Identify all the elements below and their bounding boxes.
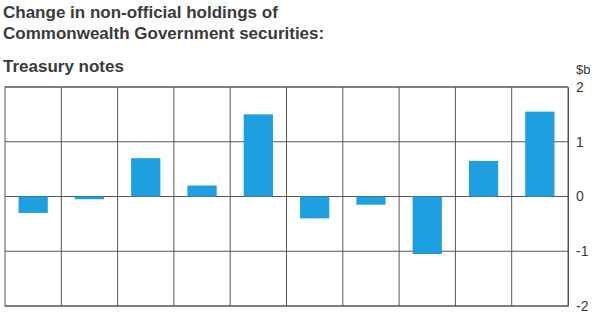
bar (131, 158, 160, 196)
y-tick: -1 (568, 243, 589, 259)
bar (525, 112, 554, 197)
y-tick-label: 1 (576, 134, 584, 150)
bar (300, 197, 329, 219)
column-divider (61, 87, 62, 306)
column-divider (511, 87, 512, 306)
column-divider (230, 87, 231, 306)
y-tick-label: 0 (576, 188, 584, 204)
y-axis-line (568, 88, 569, 307)
bar (244, 114, 273, 196)
column-divider (342, 87, 343, 306)
bar (469, 161, 498, 197)
y-tick: 0 (568, 188, 584, 204)
column-divider (117, 87, 118, 306)
y-axis-title: $b (576, 62, 590, 77)
y-tick-label: 2 (576, 79, 584, 95)
y-axis: -2 -1 0 1 2 (568, 79, 589, 314)
bar (187, 186, 216, 197)
y-tick: -2 (568, 298, 589, 314)
column-divider (399, 87, 400, 306)
column-divider (455, 87, 456, 306)
column-divider (286, 87, 287, 306)
y-tick: 1 (568, 134, 584, 150)
grid (5, 87, 568, 306)
y-tick: 2 (568, 79, 584, 95)
title: Change in non-official holdings ofCommon… (3, 3, 324, 43)
plot-frame (5, 87, 568, 306)
column-divider (173, 87, 174, 306)
bars (19, 112, 555, 254)
bar (356, 197, 385, 205)
chart: Change in non-official holdings ofCommon… (0, 0, 600, 314)
bar (75, 197, 104, 200)
bar (413, 197, 442, 254)
y-tick-label: -1 (576, 243, 589, 259)
subtitle: Treasury notes (3, 57, 124, 76)
y-tick-label: -2 (576, 298, 589, 314)
bar (19, 197, 48, 213)
